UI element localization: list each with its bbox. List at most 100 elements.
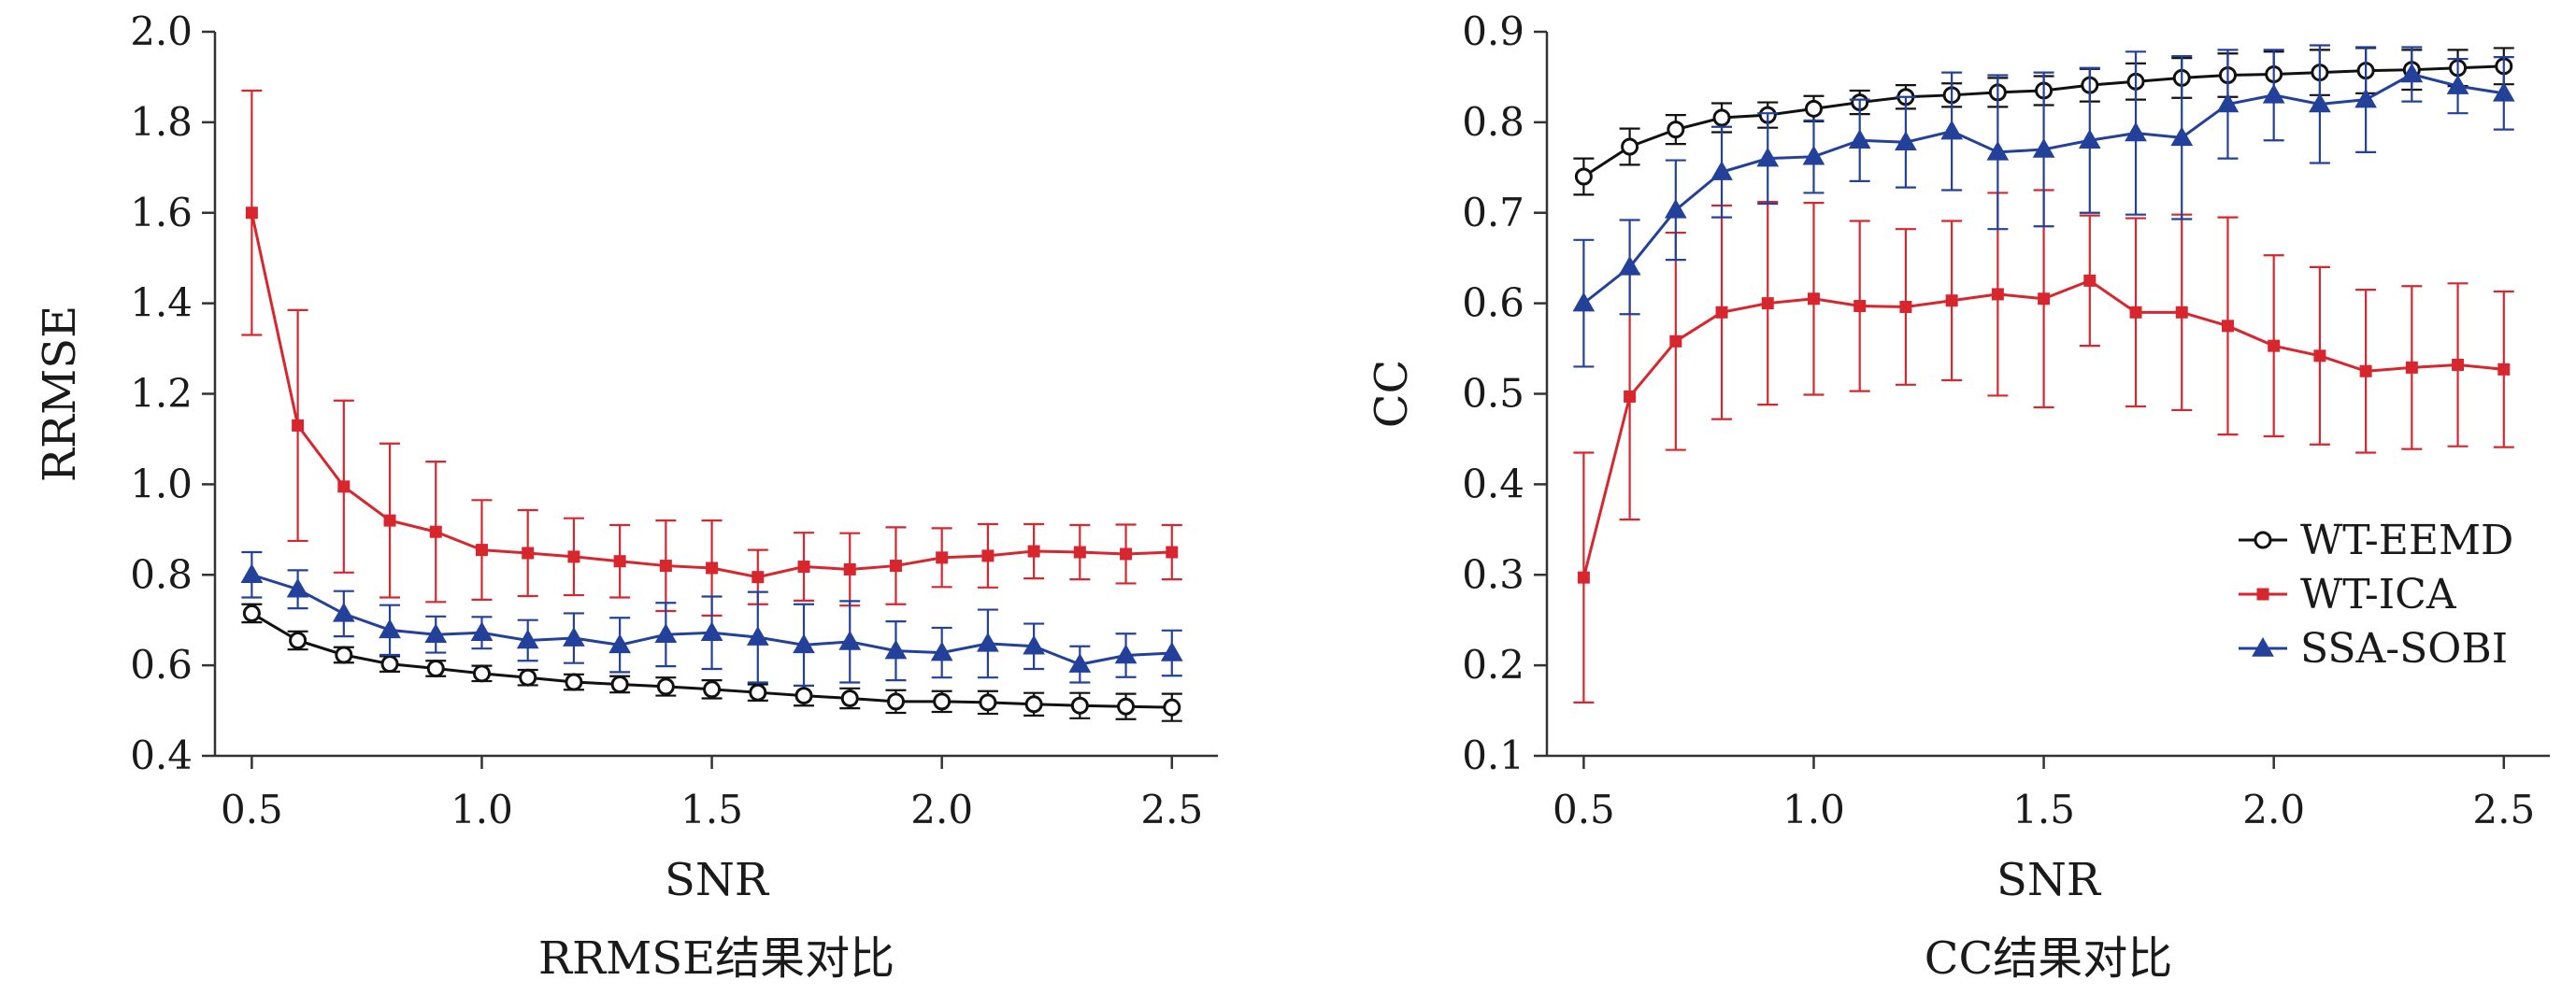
data-point [245,206,258,220]
data-point [1664,198,1687,219]
data-point [337,480,351,493]
rrmse-x-tick-label: 0.5 [221,787,283,832]
rrmse-y-tick-label: 1.8 [130,99,193,145]
rrmse-y-tick-label: 1.2 [130,371,193,417]
data-point [1027,545,1040,558]
data-point [608,633,631,654]
data-point [1712,108,1731,127]
data-point [889,560,902,573]
data-point [1986,140,2010,161]
data-point [472,664,491,683]
data-point [2216,92,2240,113]
data-point [470,621,494,641]
data-point [1669,334,1682,348]
data-point [522,547,535,560]
rrmse-y-tick-label: 0.4 [130,732,193,778]
rrmse-y-tick-label: 1.4 [130,280,193,326]
data-point [289,631,308,649]
cc-y-tick-label: 0.2 [1462,642,1524,688]
data-point [2129,306,2142,319]
rrmse-x-tick-label: 2.5 [1140,787,1203,832]
data-point [335,646,353,664]
data-point [2492,81,2515,102]
data-point [2313,349,2326,362]
rrmse-y-tick-label: 1.0 [130,461,193,506]
data-point [1068,653,1092,673]
rrmse-panel: 0.4 0.6 0.8 1.0 1.2 1.4 1.6 1.8 2.0 0.5 1.0 1.5 2.0 2… [34,8,1218,985]
cc-series-ssa-sobi [1572,44,2515,368]
data-point [884,639,908,660]
rrmse-series-ssa-sobi [240,550,1183,688]
cc-caption: CC结果对比 [1925,932,2172,985]
data-point [1710,161,1733,180]
rrmse-y-axis-label: RRMSE [34,306,86,482]
data-point [933,692,952,711]
data-point [794,687,813,705]
data-point [659,560,672,573]
data-point [1574,167,1593,186]
data-point [700,621,723,641]
data-point [2038,292,2051,306]
data-point [2083,274,2097,287]
cc-y-tick-label: 0.1 [1462,732,1524,778]
data-point [240,563,264,583]
cc-y-axis-label: CC [1366,360,1418,428]
rrmse-y-tick-label: 0.8 [130,551,193,597]
data-point [654,623,678,643]
data-point [2125,121,2147,142]
data-point [2497,362,2511,376]
data-point [797,561,810,574]
data-point [1624,390,1637,403]
data-point [1895,131,1917,150]
rrmse-y-tick-label: 0.6 [130,642,193,688]
legend-marker [2252,636,2274,657]
data-point [1991,288,2004,301]
data-point [1070,696,1089,715]
data-point [793,633,815,654]
data-point [703,680,722,699]
rrmse-y-tick-label: 1.6 [130,190,193,235]
data-point [565,673,583,691]
data-point [516,629,539,649]
data-point [613,555,626,568]
rrmse-y-tick-label: 2.0 [130,8,193,54]
data-point [332,602,355,622]
data-point [1802,145,1825,165]
data-point [1899,301,1912,313]
rrmse-series-wt-eemd [241,603,1182,722]
data-point [706,561,719,575]
data-point [567,550,580,563]
data-point [563,627,585,647]
data-point [1618,255,1641,276]
legend-label: WT-EEMD [2300,517,2513,564]
data-point [2452,359,2465,371]
data-point [1761,297,1774,310]
data-point [426,660,445,678]
data-point [936,551,949,564]
data-point [1667,121,1685,139]
data-point [242,604,261,622]
data-point [749,683,767,702]
cc-panel: 0.1 0.2 0.3 0.4 0.5 0.6 0.7 0.8 0.9 0.5 1.0 1.5 2.0 2… [1366,8,2550,985]
data-point [2175,306,2188,319]
data-point [1572,291,1596,312]
data-point [2400,63,2424,83]
cc-y-tick-label: 0.3 [1462,551,1524,597]
data-point [2309,92,2331,113]
cc-y-tick-label: 0.6 [1462,280,1524,326]
data-point [838,630,862,650]
data-point [2268,339,2281,352]
data-point [1024,695,1043,714]
data-point [1120,547,1133,561]
data-point [286,577,309,598]
data-point [840,689,859,707]
data-point [751,571,765,584]
cc-x-axis-label: SNR [1996,854,2102,906]
data-point [2032,137,2055,158]
cc-x-tick-label: 2.0 [2242,787,2305,832]
data-point [1114,644,1138,664]
cc-legend: WT-EEMD WT-ICA SSA-SOBI [2239,517,2513,673]
data-point [977,632,999,652]
data-point [1807,292,1820,306]
data-point [1804,99,1823,118]
